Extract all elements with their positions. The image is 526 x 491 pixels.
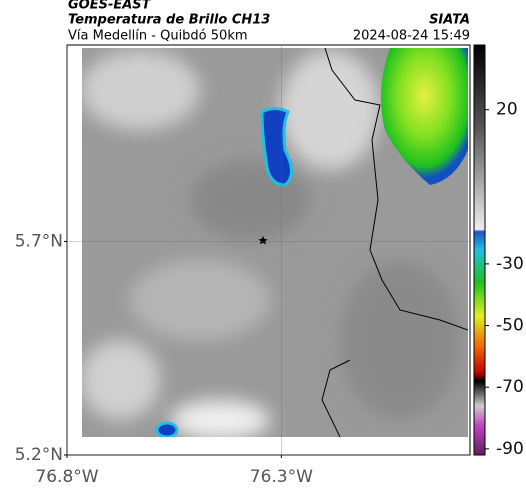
colorbar-tick-label: -30	[496, 254, 524, 274]
lat-tick-label: 5.2°N	[15, 445, 63, 465]
colorbar-tick-label: -50	[496, 316, 524, 336]
colorbar-tick-label: -90	[496, 439, 524, 459]
station-marker	[258, 236, 268, 245]
lat-tick-label: 5.7°N	[15, 231, 63, 251]
colorbar-tick-label: -70	[496, 377, 524, 397]
lon-tick-label: 76.8°W	[35, 467, 98, 487]
subtitle: Temperatura de Brillo CH13	[68, 13, 270, 28]
lon-tick-label: 76.3°W	[250, 467, 313, 487]
colorbar-tick-label: 20	[496, 100, 518, 120]
title: GOES-EAST	[68, 0, 152, 13]
datetime: 2024-08-24 15:49	[353, 29, 470, 44]
satellite-image	[82, 48, 468, 437]
source: SIATA	[429, 13, 470, 28]
region: Vía Medellín - Quibdó 50km	[68, 29, 248, 44]
colorbar	[473, 44, 486, 456]
